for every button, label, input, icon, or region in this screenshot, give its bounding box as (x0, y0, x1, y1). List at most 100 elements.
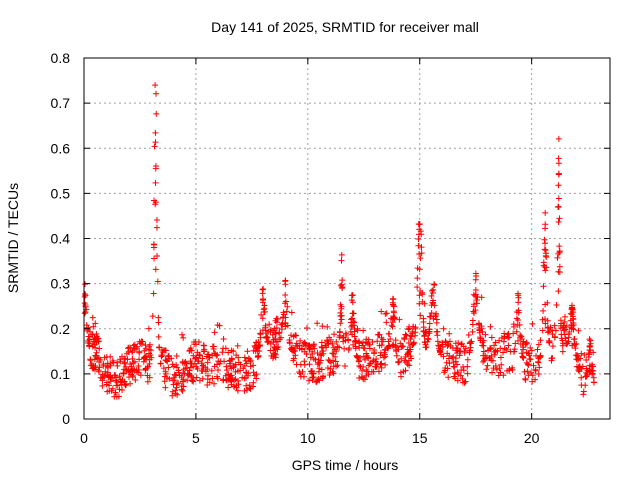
data-point (145, 363, 152, 370)
data-point (259, 290, 266, 297)
data-point (514, 316, 521, 323)
data-point (82, 281, 89, 288)
data-point (542, 316, 549, 323)
data-point (99, 382, 106, 389)
data-point (500, 372, 507, 379)
data-point (265, 338, 272, 345)
data-point (513, 328, 520, 335)
data-point (527, 344, 534, 351)
data-point (546, 339, 553, 346)
data-point (405, 326, 412, 333)
data-point (568, 305, 575, 312)
data-point (307, 344, 314, 351)
data-point (237, 361, 244, 368)
data-point (337, 320, 344, 327)
data-point (518, 350, 525, 357)
data-point (563, 323, 570, 330)
data-point (504, 331, 511, 338)
data-point (522, 341, 529, 348)
data-point (439, 343, 446, 350)
data-point (556, 243, 563, 250)
data-point (421, 300, 428, 307)
data-point (213, 361, 220, 368)
data-point (418, 244, 425, 251)
data-point (393, 348, 400, 355)
data-point (180, 366, 187, 373)
data-point (151, 255, 158, 262)
data-point (532, 366, 539, 373)
data-point (426, 313, 433, 320)
data-point (282, 277, 289, 284)
data-point (390, 296, 397, 303)
data-point (358, 373, 365, 380)
data-point (468, 338, 475, 345)
data-point (163, 357, 170, 364)
data-point (95, 338, 102, 345)
data-point (119, 386, 126, 393)
data-point (471, 310, 478, 317)
data-point (123, 366, 130, 373)
data-point (460, 367, 467, 374)
data-point (318, 343, 325, 350)
data-point (231, 383, 238, 390)
data-point (234, 387, 241, 394)
data-point (245, 355, 252, 362)
data-point (416, 300, 423, 307)
data-point (472, 291, 479, 298)
data-point (157, 360, 164, 367)
data-point (330, 350, 337, 357)
data-point (170, 374, 177, 381)
data-point (272, 330, 279, 337)
data-point (93, 333, 100, 340)
data-point (464, 363, 471, 370)
data-point (340, 334, 347, 341)
x-tick-label: 15 (412, 430, 428, 446)
data-point (152, 179, 159, 186)
data-point (266, 321, 273, 328)
data-point (282, 298, 289, 305)
data-point (473, 296, 480, 303)
data-point (246, 382, 253, 389)
data-point (223, 363, 230, 370)
data-point (578, 374, 585, 381)
data-point (518, 333, 525, 340)
data-point (156, 344, 163, 351)
data-point (373, 358, 380, 365)
data-point (578, 350, 585, 357)
data-point (114, 362, 121, 369)
data-point (423, 329, 430, 336)
data-point (88, 360, 95, 367)
data-point (351, 326, 358, 333)
data-point (361, 345, 368, 352)
data-point (585, 354, 592, 361)
data-point (442, 338, 449, 345)
data-point (555, 182, 562, 189)
data-point (533, 352, 540, 359)
data-point (527, 356, 534, 363)
data-point (543, 253, 550, 260)
data-point (535, 359, 542, 366)
data-point (417, 228, 424, 235)
data-point (422, 344, 429, 351)
y-tick-label: 0.3 (51, 276, 71, 292)
data-point (267, 326, 274, 333)
data-point (336, 344, 343, 351)
data-point (510, 330, 517, 337)
data-point (433, 310, 440, 317)
data-point (196, 377, 203, 384)
data-point (286, 340, 293, 347)
data-point (349, 315, 356, 322)
data-point (282, 319, 289, 326)
x-axis-label: GPS time / hours (292, 457, 399, 473)
data-point (528, 347, 535, 354)
data-point (415, 242, 422, 249)
data-point (385, 338, 392, 345)
data-point (292, 332, 299, 339)
data-point (180, 376, 187, 383)
data-point (414, 275, 421, 282)
data-point (342, 330, 349, 337)
data-point (334, 343, 341, 350)
data-point (390, 302, 397, 309)
data-point (515, 299, 522, 306)
data-point (82, 292, 89, 299)
